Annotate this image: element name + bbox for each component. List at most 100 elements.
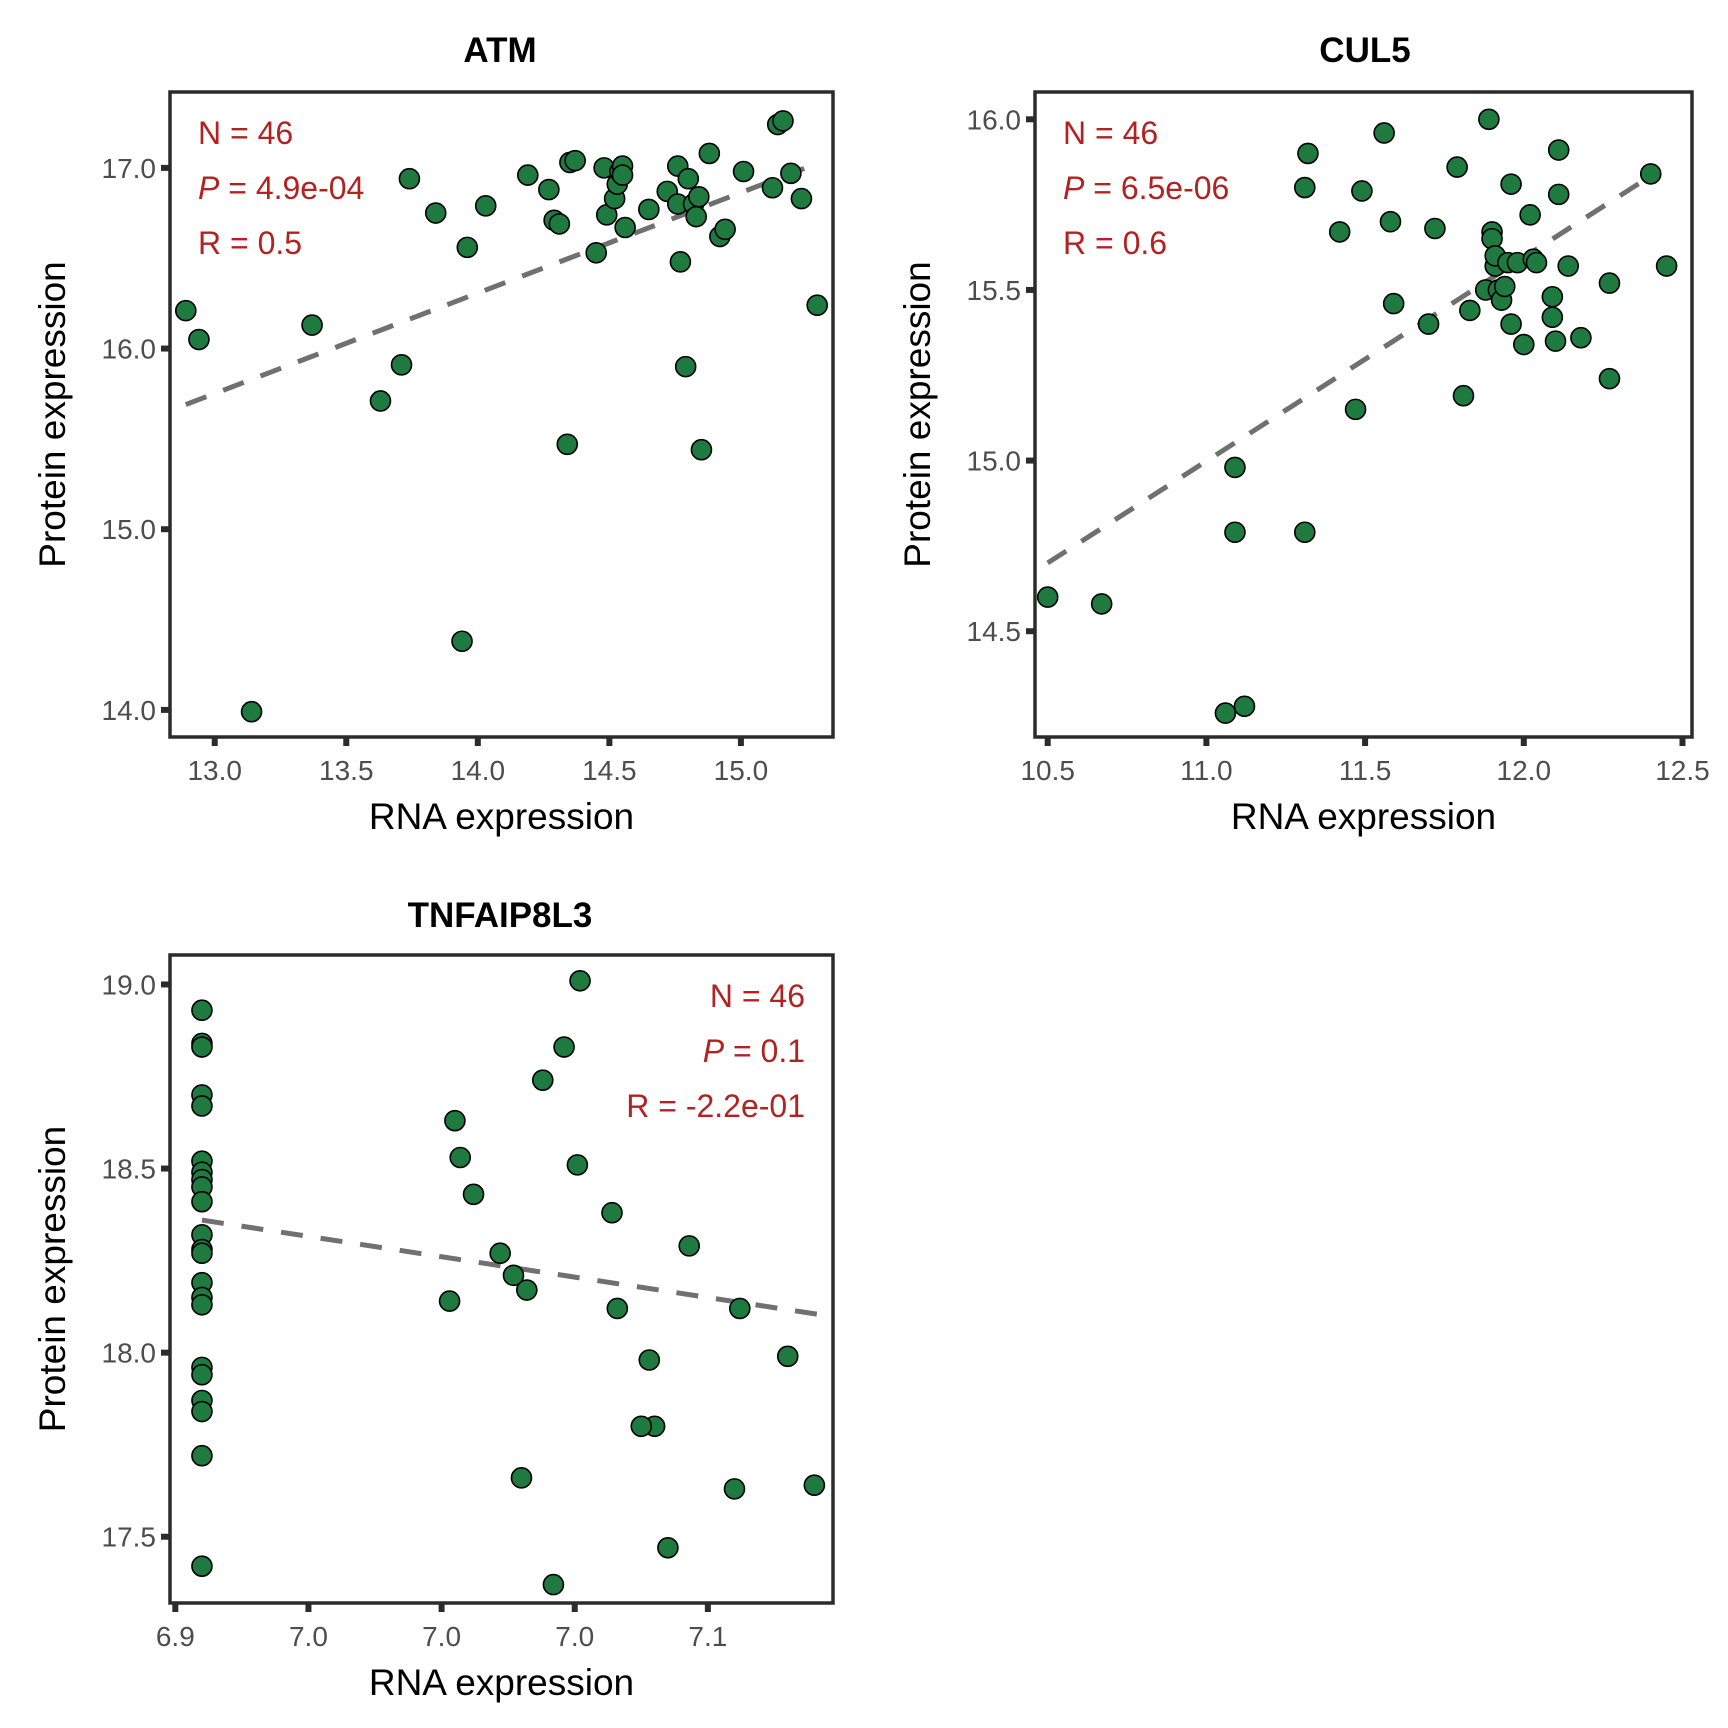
data-point xyxy=(1512,333,1535,356)
data-point xyxy=(776,1345,799,1368)
x-tick-label: 6.9 xyxy=(156,1621,195,1652)
data-point xyxy=(1525,251,1548,274)
data-point xyxy=(449,1146,472,1169)
data-point xyxy=(191,1444,213,1467)
stat-n: N = 46 xyxy=(1063,115,1158,151)
data-point xyxy=(678,1235,701,1257)
data-point xyxy=(1036,586,1059,608)
data-point xyxy=(685,205,707,228)
data-point xyxy=(174,299,197,322)
data-point xyxy=(638,1349,661,1371)
data-point xyxy=(1293,176,1316,199)
data-point xyxy=(1417,313,1440,335)
data-point xyxy=(669,251,692,273)
x-axis-label: RNA expression xyxy=(1231,796,1496,837)
data-point xyxy=(1090,593,1113,615)
stat-n: N = 46 xyxy=(710,978,805,1014)
y-tick-label: 17.5 xyxy=(102,1522,157,1553)
x-tick-label: 13.5 xyxy=(319,755,374,786)
panel-tnfaip8l3: TNFAIP8L3 6.9 7.0 7.0 7.0 7.1 17.5 18.0 18.5 19.0… xyxy=(32,896,835,1703)
data-point xyxy=(542,1573,565,1596)
y-tick-label: 15.0 xyxy=(102,514,157,545)
data-point xyxy=(191,1242,213,1265)
stat-p-symbol: P xyxy=(198,170,220,206)
x-tick-label: 14.0 xyxy=(451,755,506,786)
data-point xyxy=(611,164,634,186)
data-point xyxy=(424,202,447,224)
data-point xyxy=(1452,384,1475,407)
data-point xyxy=(188,328,210,351)
x-tick-label: 12.5 xyxy=(1655,755,1710,786)
data-point xyxy=(191,1036,213,1058)
data-point xyxy=(614,216,636,239)
y-tick-label: 18.0 xyxy=(102,1338,157,1369)
data-point xyxy=(1547,183,1570,206)
x-axis-label: RNA expression xyxy=(369,796,634,837)
data-point xyxy=(390,354,413,376)
x-tick-label: 11.5 xyxy=(1339,755,1391,786)
regression-line xyxy=(1046,171,1656,566)
y-axis-label: Protein expression xyxy=(897,261,938,567)
data-point xyxy=(803,1474,826,1496)
data-point xyxy=(1547,139,1570,161)
y-tick-label: 16.0 xyxy=(102,334,157,365)
data-point xyxy=(1598,272,1621,294)
data-point xyxy=(698,142,721,165)
stat-p: P = 4.9e-04 xyxy=(198,170,364,206)
plot-frame xyxy=(168,90,835,739)
data-point xyxy=(438,1290,461,1312)
data-point xyxy=(1233,695,1256,718)
data-point xyxy=(1344,398,1367,421)
y-tick-label: 15.0 xyxy=(967,446,1022,477)
data-point xyxy=(1519,204,1541,226)
regression-line xyxy=(184,160,821,407)
stat-p-symbol: P xyxy=(1063,170,1085,206)
stat-r: R = 0.6 xyxy=(1063,225,1167,261)
x-tick-label: 7.1 xyxy=(688,1621,727,1652)
y-tick-label: 17.0 xyxy=(102,153,157,184)
x-tick-label: 11.0 xyxy=(1180,755,1232,786)
data-point xyxy=(191,1400,213,1423)
data-point xyxy=(1557,255,1580,277)
x-tick-label: 7.0 xyxy=(289,1621,328,1652)
data-point xyxy=(398,167,421,190)
data-point xyxy=(456,236,479,259)
stat-p-value: = 0.1 xyxy=(724,1033,805,1069)
stat-p: P = 0.1 xyxy=(703,1033,805,1069)
y-tick-label: 16.0 xyxy=(967,104,1022,135)
panel-title: ATM xyxy=(463,31,536,70)
x-tick-label: 13.0 xyxy=(187,755,242,786)
data-point xyxy=(462,1183,485,1206)
stat-r: R = -2.2e-01 xyxy=(626,1088,805,1124)
stat-p: P = 6.5e-06 xyxy=(1063,170,1229,206)
data-point xyxy=(674,355,697,378)
data-point xyxy=(714,218,736,241)
data-point xyxy=(191,1190,213,1213)
y-tick-label: 19.0 xyxy=(102,969,157,1000)
data-point xyxy=(301,314,323,336)
data-point xyxy=(1293,521,1316,544)
x-tick-label: 10.5 xyxy=(1020,755,1075,786)
data-point xyxy=(1446,156,1468,178)
data-point xyxy=(538,178,560,201)
data-point xyxy=(1655,255,1678,277)
data-point xyxy=(677,167,700,190)
panel-title: TNFAIP8L3 xyxy=(408,896,593,935)
data-point xyxy=(772,110,794,132)
data-point xyxy=(1297,142,1319,165)
data-point xyxy=(638,198,660,221)
data-point xyxy=(723,1478,746,1500)
data-point xyxy=(548,213,571,235)
data-point xyxy=(1598,367,1621,390)
data-point xyxy=(191,1293,213,1316)
x-axis-label: RNA expression xyxy=(369,1662,634,1703)
data-point xyxy=(553,1036,575,1058)
x-tick-label: 15.0 xyxy=(714,755,769,786)
data-point xyxy=(191,1363,213,1386)
x-tick-label: 7.0 xyxy=(555,1621,594,1652)
data-point xyxy=(1500,173,1522,195)
data-point xyxy=(1424,217,1446,240)
data-point xyxy=(688,185,710,208)
panel-atm: ATM 13.0 13.5 14.0 14.5 15.0 14.0 15.0 16.0 17.0 R… xyxy=(32,31,835,837)
